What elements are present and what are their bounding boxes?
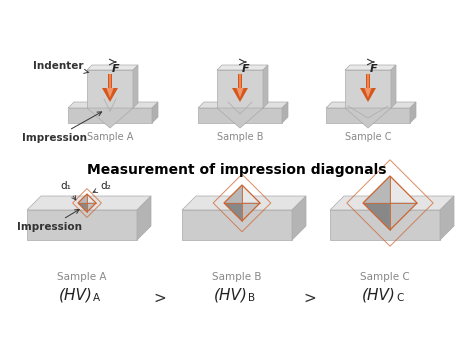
Text: Sample C: Sample C	[345, 132, 391, 142]
Text: Indenter: Indenter	[33, 61, 89, 73]
Text: F: F	[112, 64, 120, 74]
Polygon shape	[87, 108, 133, 128]
Polygon shape	[78, 203, 87, 212]
Polygon shape	[198, 108, 282, 123]
Polygon shape	[363, 203, 390, 230]
Polygon shape	[326, 102, 416, 108]
Polygon shape	[133, 65, 138, 108]
Text: Measurement of impression diagonals: Measurement of impression diagonals	[87, 163, 387, 177]
Polygon shape	[391, 65, 396, 108]
Polygon shape	[152, 102, 158, 123]
Text: >: >	[154, 291, 166, 306]
Polygon shape	[390, 203, 417, 230]
Polygon shape	[242, 203, 260, 221]
Polygon shape	[410, 102, 416, 123]
Text: C: C	[396, 293, 403, 303]
Polygon shape	[182, 210, 292, 240]
Text: Sample B: Sample B	[212, 272, 262, 282]
Polygon shape	[282, 102, 288, 123]
Polygon shape	[87, 65, 138, 70]
Polygon shape	[87, 70, 133, 108]
Text: (HV): (HV)	[59, 288, 93, 303]
Text: d₂: d₂	[93, 181, 111, 192]
FancyArrow shape	[365, 74, 372, 98]
FancyArrow shape	[106, 74, 114, 98]
Text: F: F	[370, 64, 378, 74]
Polygon shape	[330, 196, 454, 210]
Polygon shape	[330, 210, 440, 240]
Polygon shape	[326, 108, 410, 123]
Polygon shape	[345, 65, 396, 70]
Text: >: >	[304, 291, 316, 306]
Polygon shape	[78, 194, 87, 203]
Text: B: B	[248, 293, 255, 303]
Polygon shape	[224, 185, 242, 203]
Polygon shape	[217, 65, 268, 70]
FancyArrow shape	[360, 74, 376, 102]
Text: d₁: d₁	[61, 181, 76, 200]
Polygon shape	[68, 108, 152, 123]
Polygon shape	[224, 203, 242, 221]
Polygon shape	[137, 196, 151, 240]
Text: Sample C: Sample C	[360, 272, 410, 282]
FancyArrow shape	[237, 74, 244, 98]
Text: A: A	[93, 293, 100, 303]
Text: F: F	[242, 64, 250, 74]
Polygon shape	[292, 196, 306, 240]
Polygon shape	[242, 185, 260, 203]
Polygon shape	[27, 196, 151, 210]
Text: Impression: Impression	[22, 112, 101, 143]
Text: Sample B: Sample B	[217, 132, 263, 142]
Polygon shape	[217, 108, 263, 128]
Text: Sample A: Sample A	[87, 132, 133, 142]
Polygon shape	[440, 196, 454, 240]
Text: (HV): (HV)	[362, 288, 396, 303]
Polygon shape	[263, 65, 268, 108]
Polygon shape	[390, 176, 417, 203]
FancyArrow shape	[232, 74, 248, 102]
Polygon shape	[87, 203, 96, 212]
Polygon shape	[363, 176, 390, 203]
Polygon shape	[198, 102, 288, 108]
Polygon shape	[68, 102, 158, 108]
Polygon shape	[217, 70, 263, 108]
Text: Sample A: Sample A	[57, 272, 107, 282]
Polygon shape	[27, 210, 137, 240]
FancyArrow shape	[102, 74, 118, 102]
Polygon shape	[345, 108, 391, 128]
Text: Impression: Impression	[18, 210, 82, 232]
Text: (HV): (HV)	[214, 288, 248, 303]
Polygon shape	[87, 194, 96, 203]
Polygon shape	[182, 196, 306, 210]
Polygon shape	[345, 70, 391, 108]
